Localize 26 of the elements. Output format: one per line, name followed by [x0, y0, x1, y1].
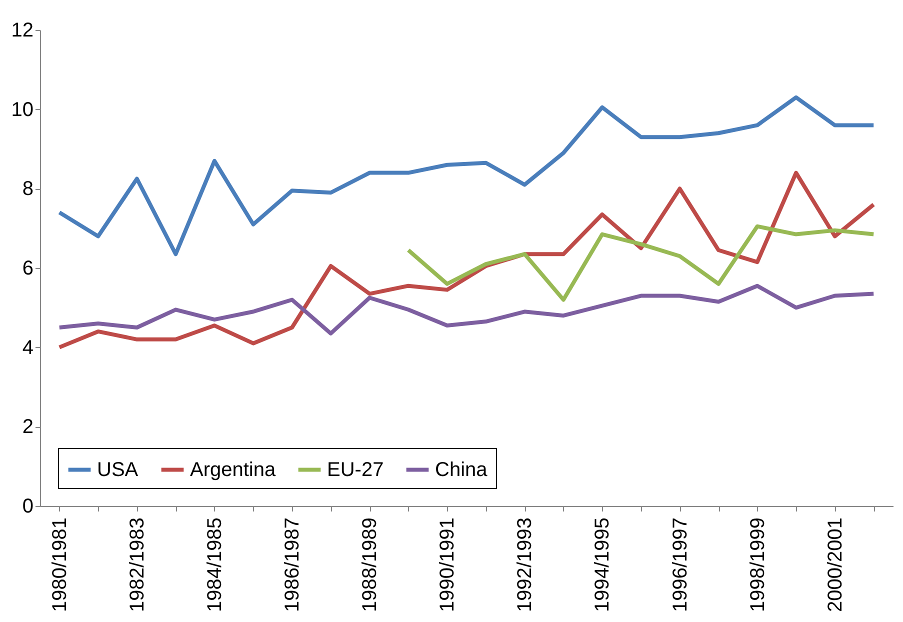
legend-label: Argentina [190, 458, 276, 481]
x-tick-label: 1998/1999 [746, 518, 769, 612]
x-tick-label: 1984/1985 [204, 518, 226, 612]
y-tick-label: 4 [22, 336, 34, 359]
x-tick-label: 1980/1981 [48, 518, 71, 612]
x-tick-label: 1992/1993 [514, 518, 536, 612]
legend-label: USA [97, 458, 139, 481]
y-tick-label: 0 [22, 496, 34, 518]
y-tick-label: 12 [11, 20, 34, 42]
x-tick-label: 1994/1995 [592, 518, 614, 612]
x-tick-label: 2000/2001 [824, 518, 846, 612]
x-tick-label: 1982/1983 [126, 518, 148, 612]
line-series [57, 170, 876, 350]
legend-label: China [435, 458, 488, 481]
x-tick-label: 1986/1987 [282, 518, 304, 612]
line-series [406, 224, 876, 302]
y-tick-label: 2 [22, 416, 34, 438]
x-tick-label: 1990/1991 [436, 518, 459, 612]
y-tick-label: 8 [22, 178, 34, 200]
line-series [57, 95, 876, 256]
y-tick-label: 6 [22, 258, 34, 280]
y-tick-label: 10 [11, 98, 34, 121]
x-tick-label: 1988/1989 [359, 518, 382, 612]
x-tick-label: 1996/1997 [669, 518, 692, 612]
legend-label: EU-27 [327, 458, 384, 481]
line-series [57, 284, 876, 336]
